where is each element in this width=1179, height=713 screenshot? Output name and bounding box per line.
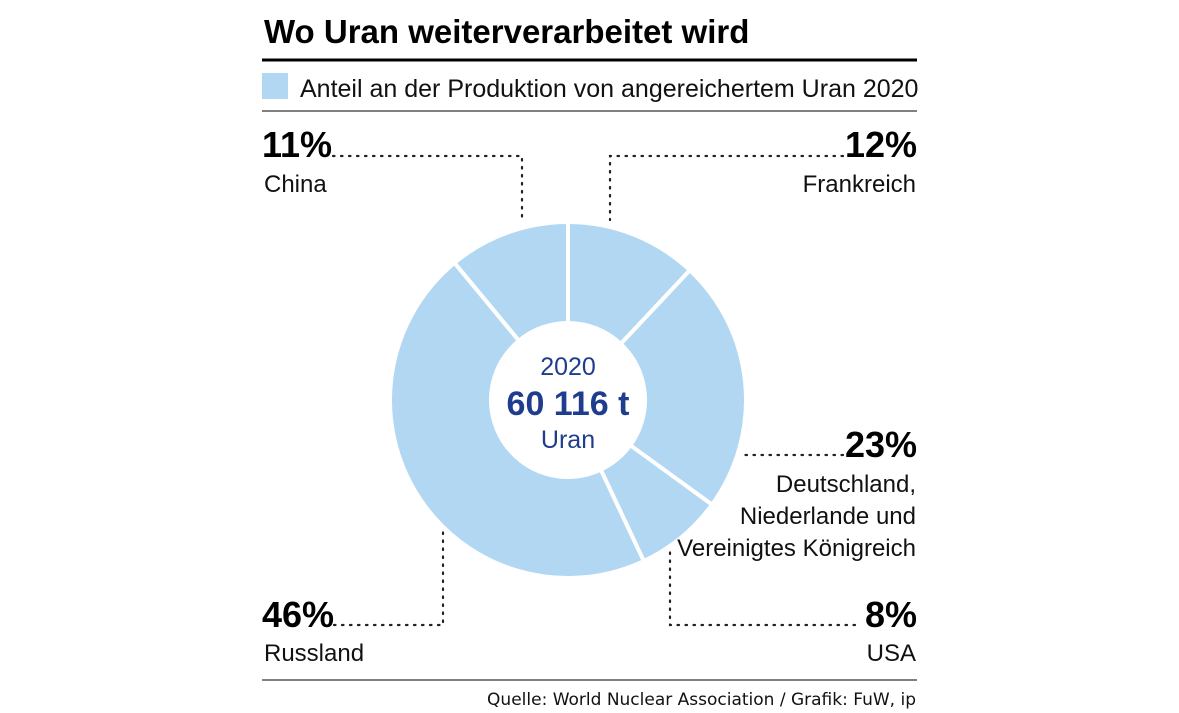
center-year: 2020 [540,353,596,381]
deutschland-label-line-3: Vereinigtes Königreich [677,535,916,562]
chart-title: Wo Uran weiterverarbeitet wird [264,13,749,50]
leader-frankreich [608,154,845,222]
china-percent: 11% [262,124,332,165]
leader-russland [332,528,445,627]
slice-frankreich [566,219,693,347]
frankreich-label: Frankreich [803,171,916,198]
deutschland-label-line-1: Deutschland, [776,471,916,498]
center-unit: Uran [541,426,595,454]
donut-slices [388,219,748,580]
slice-russland [388,260,647,580]
legend-swatch [262,73,288,99]
source-note: Quelle: World Nuclear Association / Graf… [487,690,916,710]
russland-label: Russland [264,640,364,667]
center-total: 60 116 t [507,385,630,423]
leader-usa [668,546,857,627]
deutschland-percent: 23% [845,424,917,465]
slice-china [451,219,570,344]
frankreich-percent: 12% [845,124,917,165]
legend-label: Anteil an der Produktion von angereicher… [300,75,918,103]
russland-percent: 46% [262,594,334,635]
leader-china [331,154,524,222]
china-label: China [264,171,327,198]
usa-label: USA [867,640,916,667]
slice-deutschland [617,267,748,508]
deutschland-label-line-2: Niederlande und [740,503,916,530]
usa-percent: 8% [865,594,917,635]
